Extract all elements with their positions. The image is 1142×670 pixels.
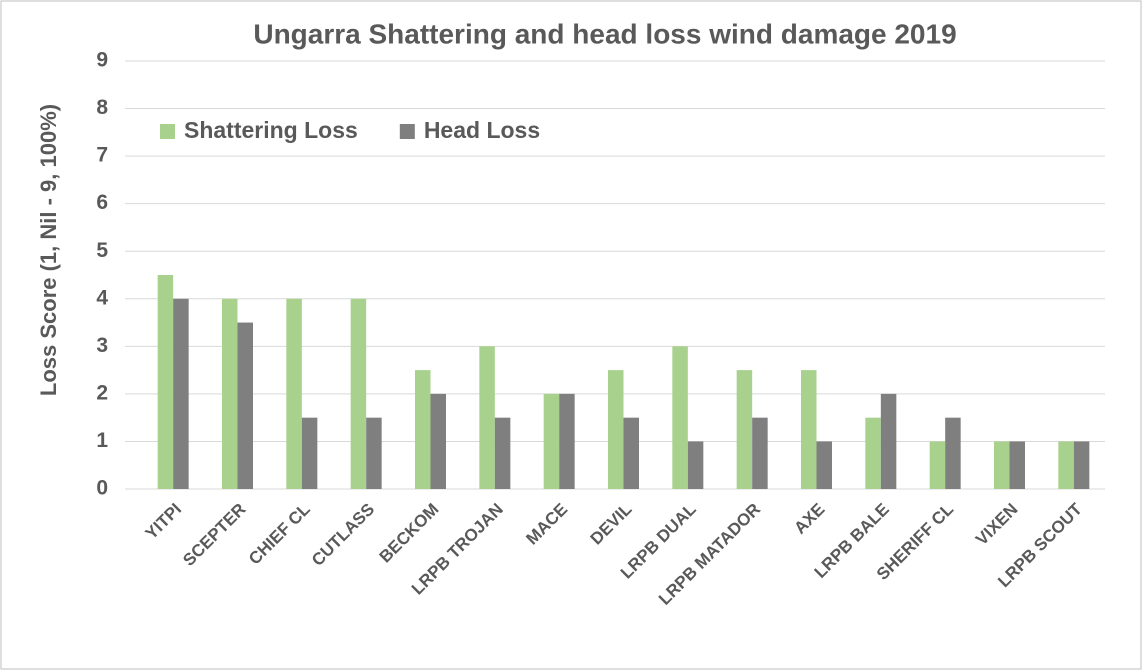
legend-swatch [399,124,415,139]
bar [623,417,639,489]
y-axis-label: Loss Score (1, Nil - 9, 100%) [36,104,61,396]
legend-swatch [160,124,175,139]
y-tick-label: 1 [96,429,108,452]
bar [301,417,318,489]
y-tick-label: 2 [96,381,108,404]
bar [608,370,624,489]
bar [816,441,832,489]
bar [415,370,431,489]
y-tick-label: 7 [96,144,108,167]
bar [736,370,753,489]
bar [286,298,302,489]
bar [494,417,511,489]
bar [880,393,897,489]
chart-title: Ungarra Shattering and head loss wind da… [253,18,956,49]
y-tick-label: 8 [96,96,108,119]
bar [801,370,817,489]
bar [1009,441,1025,489]
bar [543,393,560,489]
y-tick-label: 4 [96,286,108,309]
bar [157,275,174,489]
y-tick-label: 5 [96,239,108,262]
legend-label: Shattering Loss [184,117,358,143]
y-tick-label: 9 [96,49,108,72]
bar [929,441,946,489]
bar [559,393,575,489]
bar [430,393,446,489]
bar [173,298,189,489]
legend-label: Head Loss [424,117,540,143]
bar [479,346,495,489]
bar [350,298,367,489]
bar [222,298,238,489]
bar [945,417,961,489]
bar [687,441,704,489]
bar [1058,441,1074,489]
bar [366,417,382,489]
y-tick-label: 0 [96,477,108,500]
bar [865,417,881,489]
bar [1073,441,1090,489]
y-tick-label: 6 [96,191,108,214]
bar [994,441,1010,489]
bar [237,322,253,489]
y-tick-label: 3 [96,334,108,357]
bar [752,417,768,489]
bar [672,346,688,489]
